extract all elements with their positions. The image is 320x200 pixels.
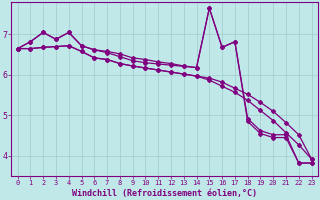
- X-axis label: Windchill (Refroidissement éolien,°C): Windchill (Refroidissement éolien,°C): [72, 189, 257, 198]
